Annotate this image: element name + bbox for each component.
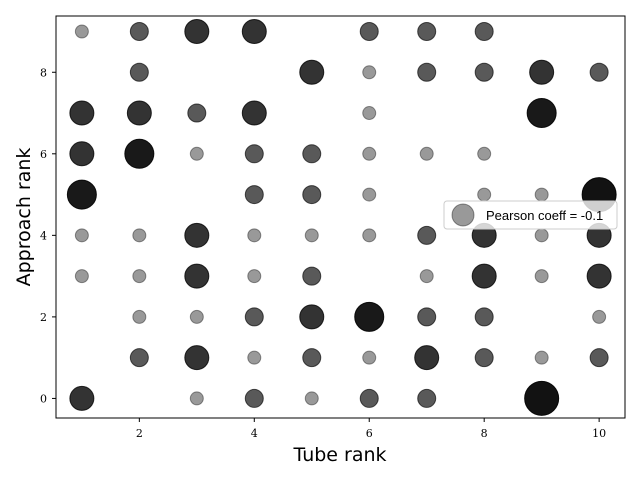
scatter-point — [477, 187, 492, 202]
scatter-point — [69, 141, 95, 167]
scatter-point — [184, 222, 210, 248]
scatter-point — [362, 350, 377, 365]
scatter-point — [362, 106, 377, 121]
scatter-point — [74, 269, 89, 284]
scatter-point — [534, 350, 549, 365]
scatter-point — [354, 301, 385, 332]
x-tick-label: 8 — [481, 427, 488, 440]
scatter-point — [189, 309, 204, 324]
scatter-point — [359, 21, 379, 41]
scatter-point — [241, 18, 267, 44]
scatter-point — [241, 100, 267, 126]
scatter-point — [184, 263, 210, 289]
scatter-point — [69, 100, 95, 126]
scatter-point — [74, 228, 89, 243]
scatter-point — [417, 225, 437, 245]
scatter-point — [534, 228, 549, 243]
scatter-point — [419, 269, 434, 284]
scatter-point — [529, 59, 555, 85]
scatter-point — [589, 62, 609, 82]
scatter-point — [534, 187, 549, 202]
scatter-point — [471, 263, 497, 289]
scatter-point — [302, 348, 322, 368]
scatter-point — [592, 309, 607, 324]
x-tick-label: 2 — [136, 427, 143, 440]
scatter-point — [299, 304, 325, 330]
scatter-point — [129, 62, 149, 82]
scatter-point — [132, 228, 147, 243]
plot-frame — [55, 15, 626, 419]
scatter-point — [474, 348, 494, 368]
scatter-point — [304, 391, 319, 406]
scatter-point — [417, 307, 437, 327]
scatter-point — [184, 345, 210, 371]
scatter-point — [132, 269, 147, 284]
scatter-point — [362, 65, 377, 80]
legend-box — [443, 200, 618, 230]
scatter-point — [189, 146, 204, 161]
scatter-point — [189, 391, 204, 406]
scatter-point — [526, 98, 557, 129]
scatter-point — [302, 266, 322, 286]
y-tick-label: 2 — [40, 311, 47, 324]
scatter-point — [474, 21, 494, 41]
legend: Pearson coeff = -0.1 — [443, 200, 618, 230]
scatter-point — [187, 103, 207, 123]
scatter-point — [474, 307, 494, 327]
y-axis-label: Approach rank — [13, 148, 35, 287]
scatter-point — [244, 144, 264, 164]
scatter-point — [302, 185, 322, 205]
legend-label: Pearson coeff = -0.1 — [486, 208, 603, 223]
y-axis-ticks: 0 2 4 6 8 — [40, 66, 56, 405]
scatter-point — [74, 24, 89, 39]
scatter-point — [359, 388, 379, 408]
x-tick-label: 10 — [592, 427, 606, 440]
scatter-point — [589, 348, 609, 368]
y-tick-label: 8 — [40, 66, 47, 79]
scatter-point — [299, 59, 325, 85]
scatter-point — [129, 21, 149, 41]
scatter-point — [302, 144, 322, 164]
scatter-point — [474, 62, 494, 82]
y-tick-label: 6 — [40, 148, 47, 161]
scatter-point — [362, 187, 377, 202]
x-tick-label: 6 — [366, 427, 373, 440]
legend-marker — [451, 203, 475, 227]
scatter-point — [304, 228, 319, 243]
scatter-point — [362, 146, 377, 161]
scatter-point — [247, 350, 262, 365]
scatter-point — [244, 388, 264, 408]
scatter-point — [417, 21, 437, 41]
scatter-point — [132, 309, 147, 324]
scatter-point — [417, 388, 437, 408]
scatter-point — [362, 228, 377, 243]
y-tick-label: 0 — [40, 392, 47, 405]
y-tick-label: 4 — [40, 229, 47, 242]
scatter-point — [477, 146, 492, 161]
scatter-point — [184, 18, 210, 44]
x-axis-ticks: 2 4 6 8 10 — [136, 418, 606, 440]
scatter-point — [524, 380, 560, 416]
scatter-point — [244, 307, 264, 327]
scatter-point — [247, 269, 262, 284]
scatter-point — [417, 62, 437, 82]
scatter-point — [414, 345, 440, 371]
scatter-point — [126, 100, 152, 126]
scatter-point — [244, 185, 264, 205]
x-axis-label: Tube rank — [292, 444, 386, 466]
scatter-point — [586, 263, 612, 289]
scatter-point — [419, 146, 434, 161]
scatter-point — [69, 385, 95, 411]
scatter-point — [124, 138, 155, 169]
scatter-point — [129, 348, 149, 368]
scatter-point — [66, 179, 97, 210]
x-tick-label: 4 — [251, 427, 258, 440]
scatter-point — [534, 269, 549, 284]
scatter-point — [247, 228, 262, 243]
